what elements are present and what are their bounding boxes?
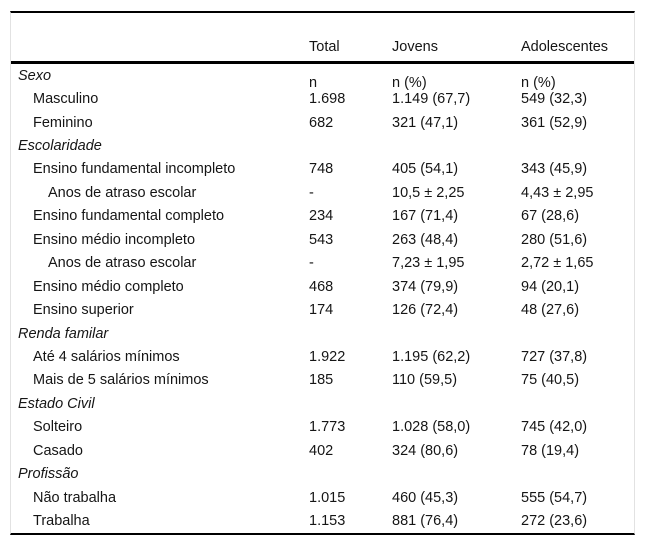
row-jovens-value: 1.149 (67,7) xyxy=(392,91,471,108)
row-adolescentes-value: 343 (45,9) xyxy=(521,161,588,178)
table-row: Ensino fundamental incompleto 748 405 (5… xyxy=(11,158,634,181)
row-label: Até 4 salários mínimos xyxy=(33,348,180,365)
row-label: Estado Civil xyxy=(18,395,95,412)
table-row: Anos de atraso escolar - 7,23 ± 1,95 2,7… xyxy=(11,252,634,275)
row-jovens-value: 110 (59,5) xyxy=(392,372,458,389)
row-total-value: 234 xyxy=(309,208,334,225)
header-cell-total: Total n xyxy=(309,20,392,110)
row-adolescentes-value: 75 (40,5) xyxy=(521,372,580,389)
table-body: Sexo Masculino 1.698 1.149 (67,7) 549 (3… xyxy=(11,64,634,533)
row-adolescentes-value: 727 (37,8) xyxy=(521,348,588,365)
row-total-value: 1.922 xyxy=(309,348,346,365)
row-label: Ensino médio incompleto xyxy=(33,231,196,248)
row-label: Profissão xyxy=(18,466,79,483)
row-total-value: - xyxy=(309,255,314,272)
row-jovens-value: 167 (71,4) xyxy=(392,208,459,225)
row-label: Sexo xyxy=(18,67,52,84)
row-label: Escolaridade xyxy=(18,138,102,155)
row-total-value: 402 xyxy=(309,442,334,459)
header-cell-jovens: Jovens n (%) xyxy=(392,20,521,110)
row-total-value: - xyxy=(309,184,314,201)
row-total-value: 543 xyxy=(309,231,334,248)
table-row: Masculino 1.698 1.149 (67,7) 549 (32,3) xyxy=(11,87,634,110)
row-jovens-value: 10,5 ± 2,25 xyxy=(392,184,465,201)
header-adolescentes-line2: n (%) xyxy=(521,75,556,91)
table-row: Estado Civil xyxy=(11,392,634,415)
row-label: Não trabalha xyxy=(33,489,117,506)
row-label: Anos de atraso escolar xyxy=(48,255,197,272)
header-total-line2: n xyxy=(309,75,318,91)
table-row: Sexo xyxy=(11,64,634,87)
row-jovens-value: 126 (72,4) xyxy=(392,302,459,319)
row-total-value: 1.153 xyxy=(309,513,346,530)
table-header-row: Total n Jovens n (%) Adolescentes n (%) xyxy=(11,13,634,91)
row-adolescentes-value: 78 (19,4) xyxy=(521,442,580,459)
header-cell-adolescentes: Adolescentes n (%) xyxy=(521,20,634,110)
row-adolescentes-value: 4,43 ± 2,95 xyxy=(521,184,594,201)
row-adolescentes-value: 67 (28,6) xyxy=(521,208,580,225)
row-total-value: 748 xyxy=(309,161,334,178)
row-jovens-value: 324 (80,6) xyxy=(392,442,459,459)
table-row: Escolaridade xyxy=(11,134,634,157)
table-row: Até 4 salários mínimos 1.922 1.195 (62,2… xyxy=(11,345,634,368)
row-total-value: 1.773 xyxy=(309,419,346,436)
row-jovens-value: 374 (79,9) xyxy=(392,278,459,295)
row-label: Ensino médio completo xyxy=(33,278,184,295)
table-row: Ensino fundamental completo 234 167 (71,… xyxy=(11,205,634,228)
row-adolescentes-value: 361 (52,9) xyxy=(521,114,588,131)
row-adolescentes-value: 94 (20,1) xyxy=(521,278,580,295)
row-adolescentes-value: 280 (51,6) xyxy=(521,231,588,248)
table-row: Não trabalha 1.015 460 (45,3) 555 (54,7) xyxy=(11,486,634,509)
row-label: Casado xyxy=(33,442,83,459)
row-label: Trabalha xyxy=(33,513,90,530)
header-adolescentes-line1: Adolescentes xyxy=(521,39,609,55)
row-total-value: 1.015 xyxy=(309,489,346,506)
row-jovens-value: 1.195 (62,2) xyxy=(392,348,471,365)
header-total-line1: Total xyxy=(309,39,340,55)
table-row: Profissão xyxy=(11,462,634,485)
row-total-value: 1.698 xyxy=(309,91,346,108)
row-adolescentes-value: 555 (54,7) xyxy=(521,489,588,506)
table-row: Ensino médio incompleto 543 263 (48,4) 2… xyxy=(11,228,634,251)
row-total-value: 174 xyxy=(309,302,334,319)
row-adolescentes-value: 48 (27,6) xyxy=(521,302,580,319)
row-label: Feminino xyxy=(33,114,93,131)
header-jovens-line2: n (%) xyxy=(392,75,427,91)
row-label: Solteiro xyxy=(33,419,83,436)
table-row: Mais de 5 salários mínimos 185 110 (59,5… xyxy=(11,369,634,392)
row-label: Masculino xyxy=(33,91,99,108)
table-row: Solteiro 1.773 1.028 (58,0) 745 (42,0) xyxy=(11,416,634,439)
row-jovens-value: 881 (76,4) xyxy=(392,513,459,530)
table-row: Anos de atraso escolar - 10,5 ± 2,25 4,4… xyxy=(11,181,634,204)
row-adolescentes-value: 2,72 ± 1,65 xyxy=(521,255,594,272)
row-jovens-value: 321 (47,1) xyxy=(392,114,459,131)
table-row: Ensino superior 174 126 (72,4) 48 (27,6) xyxy=(11,298,634,321)
row-jovens-value: 7,23 ± 1,95 xyxy=(392,255,465,272)
row-total-value: 682 xyxy=(309,114,334,131)
row-label: Ensino fundamental completo xyxy=(33,208,225,225)
row-adolescentes-value: 272 (23,6) xyxy=(521,513,588,530)
row-label: Ensino superior xyxy=(33,302,134,319)
table-row: Trabalha 1.153 881 (76,4) 272 (23,6) xyxy=(11,509,634,532)
row-adolescentes-value: 745 (42,0) xyxy=(521,419,588,436)
table-row: Renda familar xyxy=(11,322,634,345)
row-jovens-value: 263 (48,4) xyxy=(392,231,459,248)
table-row: Casado 402 324 (80,6) 78 (19,4) xyxy=(11,439,634,462)
row-label: Ensino fundamental incompleto xyxy=(33,161,236,178)
row-total-value: 185 xyxy=(309,372,334,389)
row-jovens-value: 460 (45,3) xyxy=(392,489,459,506)
row-adolescentes-value: 549 (32,3) xyxy=(521,91,588,108)
row-label: Renda familar xyxy=(18,325,109,342)
row-label: Mais de 5 salários mínimos xyxy=(33,372,209,389)
row-jovens-value: 1.028 (58,0) xyxy=(392,419,471,436)
row-label: Anos de atraso escolar xyxy=(48,184,197,201)
table-row: Feminino 682 321 (47,1) 361 (52,9) xyxy=(11,111,634,134)
statistics-table: Total n Jovens n (%) Adolescentes n (%) … xyxy=(10,11,635,535)
row-total-value: 468 xyxy=(309,278,334,295)
table-row: Ensino médio completo 468 374 (79,9) 94 … xyxy=(11,275,634,298)
row-jovens-value: 405 (54,1) xyxy=(392,161,459,178)
header-jovens-line1: Jovens xyxy=(392,39,438,55)
